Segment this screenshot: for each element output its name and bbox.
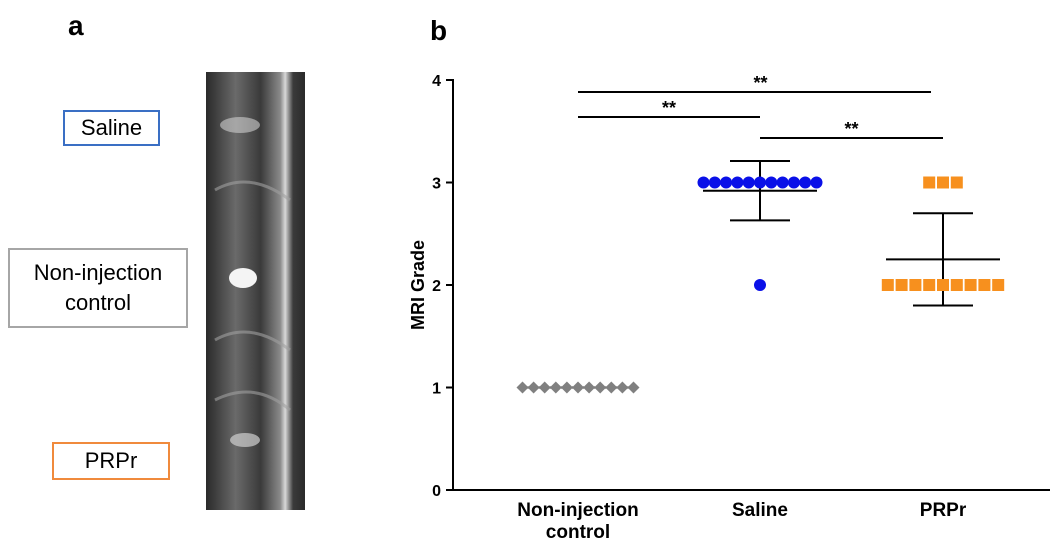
point bbox=[881, 279, 894, 291]
point bbox=[799, 176, 812, 189]
point bbox=[549, 381, 562, 394]
point bbox=[950, 176, 963, 189]
point bbox=[923, 279, 936, 291]
point bbox=[605, 381, 618, 394]
x-tick-label: Saline bbox=[732, 500, 788, 521]
significance-label: ** bbox=[844, 119, 858, 139]
point bbox=[950, 279, 963, 291]
point bbox=[964, 279, 977, 291]
point bbox=[754, 176, 766, 189]
y-tick-label: 1 bbox=[432, 381, 441, 398]
point bbox=[627, 381, 640, 394]
point bbox=[923, 176, 936, 189]
point bbox=[776, 176, 789, 189]
point bbox=[909, 279, 922, 291]
point bbox=[765, 176, 778, 189]
x-tick-label: PRPr bbox=[919, 500, 967, 521]
point bbox=[697, 176, 710, 189]
point bbox=[742, 176, 755, 189]
point bbox=[810, 176, 823, 189]
point bbox=[731, 176, 744, 189]
y-tick-label: 4 bbox=[432, 73, 441, 90]
point bbox=[708, 176, 721, 189]
point bbox=[538, 381, 551, 394]
x-tick-label: Non-injection control bbox=[517, 500, 639, 543]
y-axis-label: MRI Grade bbox=[408, 240, 428, 330]
point bbox=[895, 279, 908, 291]
point bbox=[978, 279, 991, 291]
point bbox=[516, 381, 529, 394]
panel-label: a bbox=[68, 10, 84, 41]
point bbox=[572, 381, 584, 394]
y-tick-label: 3 bbox=[432, 176, 441, 193]
label-box: Non-injection control bbox=[8, 248, 188, 328]
point bbox=[754, 279, 766, 291]
point bbox=[937, 279, 949, 291]
point bbox=[787, 176, 800, 189]
point bbox=[583, 381, 596, 394]
y-tick-label: 2 bbox=[432, 278, 441, 295]
mri-image bbox=[206, 72, 305, 510]
point bbox=[527, 381, 540, 394]
point bbox=[560, 381, 573, 394]
point bbox=[992, 279, 1005, 291]
significance-label: ** bbox=[662, 98, 676, 118]
y-tick-label: 0 bbox=[432, 483, 441, 500]
panel-label: b bbox=[430, 15, 447, 46]
point bbox=[594, 381, 607, 394]
label-box: PRPr bbox=[52, 442, 170, 480]
label-box: Saline bbox=[63, 110, 160, 146]
point bbox=[720, 176, 733, 189]
point bbox=[616, 381, 629, 394]
significance-label: ** bbox=[753, 73, 767, 93]
point bbox=[937, 176, 949, 189]
